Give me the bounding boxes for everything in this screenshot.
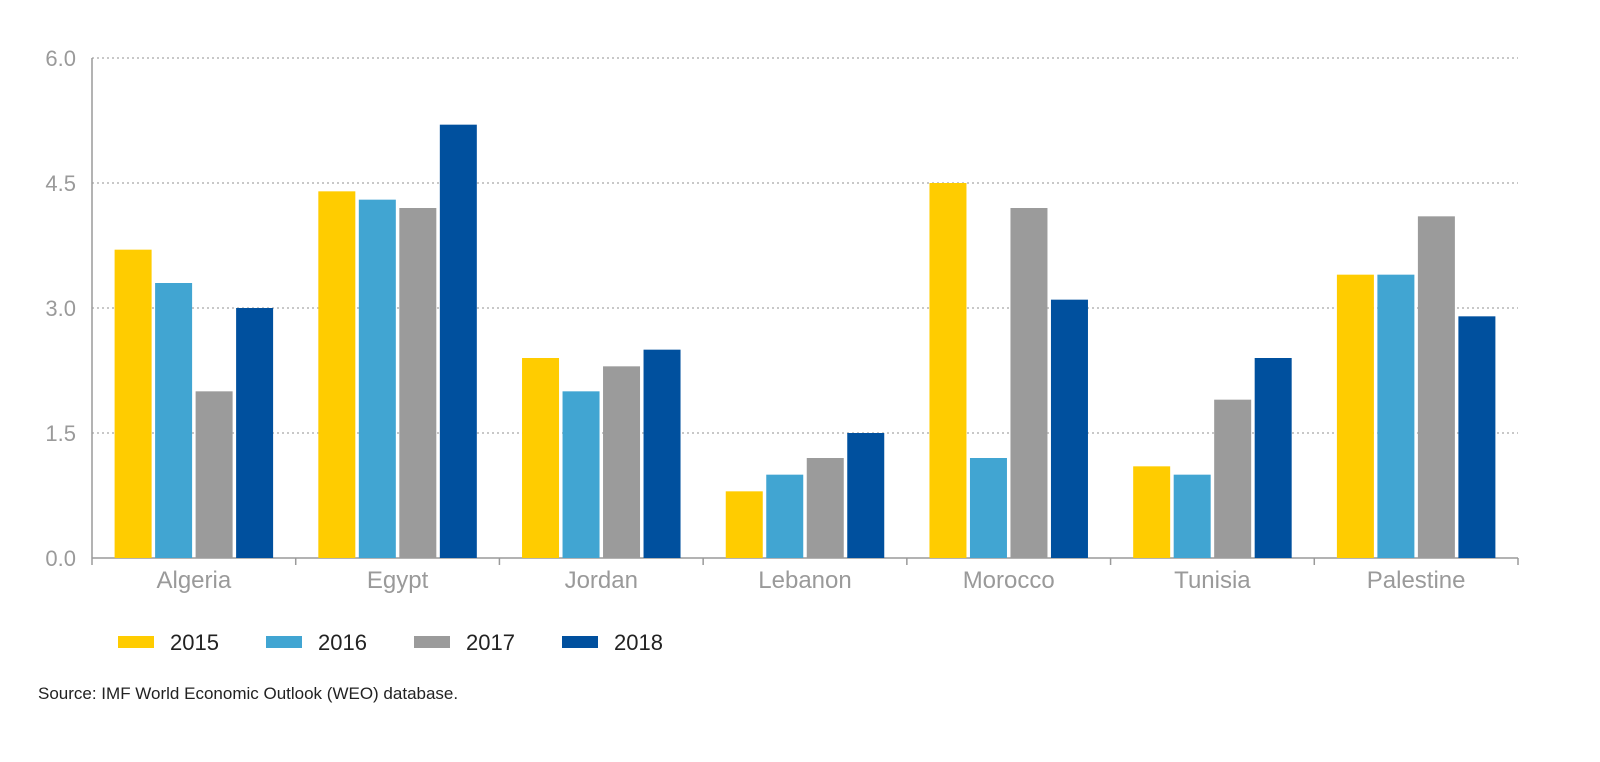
- bar-morocco-2017: [1010, 208, 1048, 558]
- bar-egypt-2015: [318, 191, 356, 559]
- y-tick-label: 0.0: [45, 546, 76, 571]
- x-tick-label: Jordan: [565, 567, 638, 594]
- source-note: Source: IMF World Economic Outlook (WEO)…: [38, 684, 459, 703]
- y-tick-label: 6.0: [45, 46, 76, 71]
- legend-swatch: [118, 636, 154, 648]
- gridlines: [92, 57, 1518, 434]
- bars: [114, 124, 1496, 559]
- bar-tunisia-2016: [1173, 474, 1211, 558]
- bar-algeria-2016: [155, 283, 193, 558]
- legend-label: 2018: [614, 630, 663, 655]
- bar-tunisia-2015: [1133, 466, 1171, 558]
- bar-lebanon-2015: [725, 491, 763, 558]
- y-tick-label: 4.5: [45, 171, 76, 196]
- bar-morocco-2016: [969, 458, 1007, 558]
- legend-swatch: [414, 636, 450, 648]
- bar-palestine-2018: [1458, 316, 1496, 558]
- x-tick-label: Lebanon: [758, 567, 851, 594]
- bar-palestine-2017: [1417, 216, 1455, 559]
- legend-swatch: [266, 636, 302, 648]
- bar-egypt-2016: [358, 199, 396, 558]
- x-tick-label: Morocco: [963, 567, 1055, 594]
- bar-tunisia-2018: [1254, 358, 1292, 558]
- bar-jordan-2018: [643, 349, 681, 558]
- legend: 2015 2016 2017 2018: [118, 630, 663, 655]
- x-tick-label: Egypt: [367, 567, 429, 594]
- legend-label: 2016: [318, 630, 367, 655]
- bar-egypt-2017: [399, 208, 437, 558]
- bar-palestine-2015: [1336, 274, 1374, 558]
- bar-morocco-2015: [929, 183, 967, 558]
- x-tick-label: Palestine: [1367, 567, 1466, 594]
- bar-algeria-2015: [114, 249, 152, 558]
- y-tick-label: 3.0: [45, 296, 76, 321]
- legend-swatch: [562, 636, 598, 648]
- bar-algeria-2017: [195, 391, 233, 558]
- bar-jordan-2017: [603, 366, 641, 558]
- bar-morocco-2018: [1050, 299, 1088, 558]
- bar-lebanon-2018: [847, 433, 885, 558]
- bar-egypt-2018: [439, 124, 477, 559]
- y-tick-label: 1.5: [45, 421, 76, 446]
- bar-jordan-2015: [522, 358, 560, 558]
- bar-lebanon-2016: [766, 474, 804, 558]
- legend-label: 2017: [466, 630, 515, 655]
- bar-tunisia-2017: [1214, 399, 1252, 558]
- category-labels: Algeria Egypt Jordan Lebanon Morocco Tunisia P…: [156, 567, 1465, 594]
- x-tick-label: Algeria: [156, 567, 231, 594]
- legend-label: 2015: [170, 630, 219, 655]
- bar-lebanon-2017: [806, 458, 844, 558]
- bar-algeria-2018: [236, 308, 274, 558]
- bar-jordan-2016: [562, 391, 600, 558]
- x-tick-label: Tunisia: [1174, 567, 1251, 594]
- bar-palestine-2016: [1377, 274, 1415, 558]
